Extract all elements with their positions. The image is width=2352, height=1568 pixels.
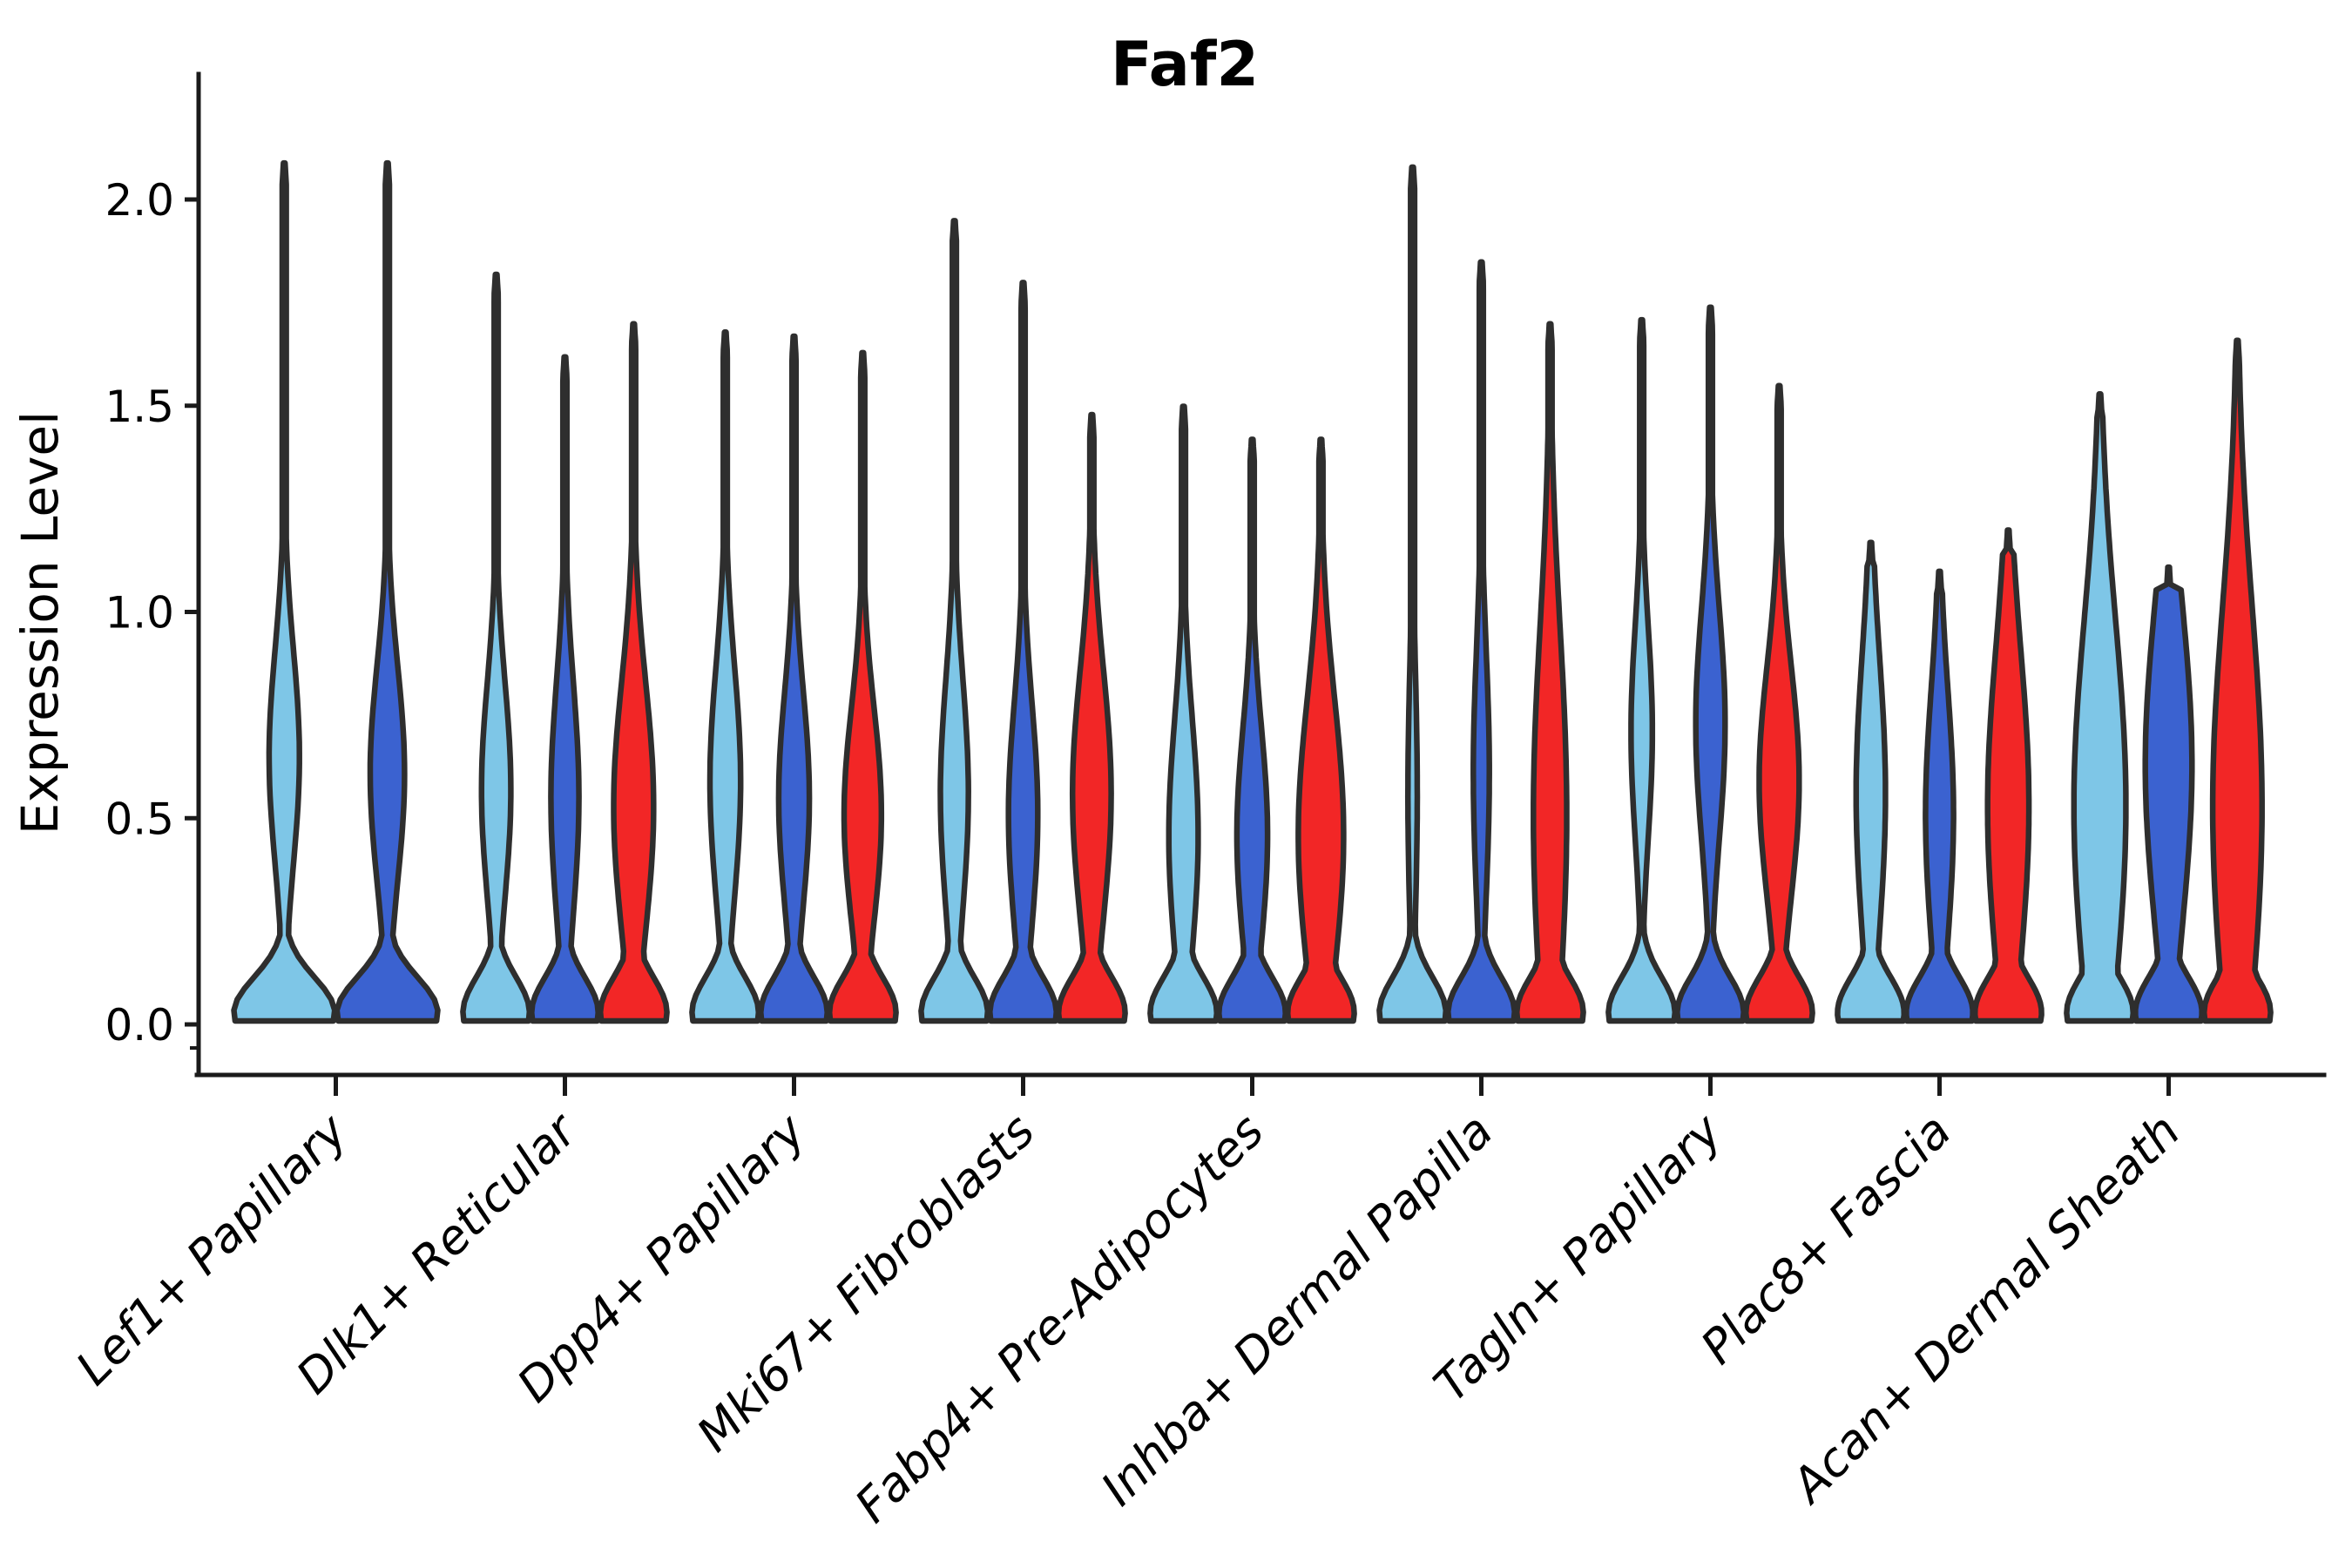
y-tick-label: 0.0: [105, 1000, 174, 1051]
violin-dlk1-reticular-s1: [529, 354, 601, 1024]
violin-fabp4-pre-adipocytes-s0: [1147, 403, 1220, 1024]
y-tick-label: 1.5: [105, 382, 174, 432]
violin-lef1-papillary-s1: [334, 159, 441, 1024]
violin-dlk1-reticular-s0: [460, 271, 533, 1024]
violin-mki67-fibroblasts-s2: [1055, 411, 1128, 1024]
violin-plac8-fascia-s2: [1971, 527, 2044, 1024]
violin-dpp4-papillary-s0: [689, 329, 762, 1024]
violin-inhba-dermal-papilla-s2: [1513, 321, 1586, 1024]
violin-acan-dermal-sheath-s2: [2200, 337, 2274, 1024]
violin-plac8-fascia-s1: [1903, 568, 1976, 1024]
violin-acan-dermal-sheath-s1: [2132, 564, 2205, 1024]
violin-lef1-papillary-s0: [231, 159, 338, 1024]
y-tick-label: 0.5: [105, 794, 174, 844]
chart-title: Faf2: [1111, 29, 1259, 100]
violin-mki67-fibroblasts-s0: [918, 218, 991, 1024]
violin-fabp4-pre-adipocytes-s2: [1284, 436, 1357, 1024]
violin-tagln-papillary-s1: [1674, 304, 1747, 1024]
x-tick-label-inhba-dermal-papilla: Inhba+ Dermal Papilla: [1091, 1104, 1504, 1517]
violin-tagln-papillary-s0: [1605, 316, 1679, 1024]
violin-plac8-fascia-s0: [1835, 539, 1908, 1024]
x-tick-label-fabp4-pre-adipocytes: Fabp4+ Pre-Adipocytes: [844, 1104, 1274, 1533]
violins-layer: [231, 159, 2274, 1024]
y-axis-label: Expression Level: [10, 411, 70, 835]
violin-fabp4-pre-adipocytes-s1: [1216, 436, 1288, 1024]
violin-dpp4-papillary-s1: [758, 333, 830, 1024]
violin-mki67-fibroblasts-s1: [987, 280, 1059, 1024]
violin-acan-dermal-sheath-s0: [2064, 391, 2137, 1024]
y-tick-label: 1.0: [105, 588, 174, 639]
violin-dlk1-reticular-s2: [597, 321, 670, 1024]
y-tick-label: 2.0: [105, 175, 174, 226]
violin-inhba-dermal-papilla-s1: [1445, 259, 1517, 1024]
x-tick-label-acan-dermal-sheath: Acan+ Dermal Sheath: [1780, 1104, 2191, 1515]
violin-dpp4-papillary-s2: [826, 349, 899, 1024]
violin-tagln-papillary-s2: [1742, 382, 1815, 1024]
violin-inhba-dermal-papilla-s0: [1376, 164, 1450, 1024]
